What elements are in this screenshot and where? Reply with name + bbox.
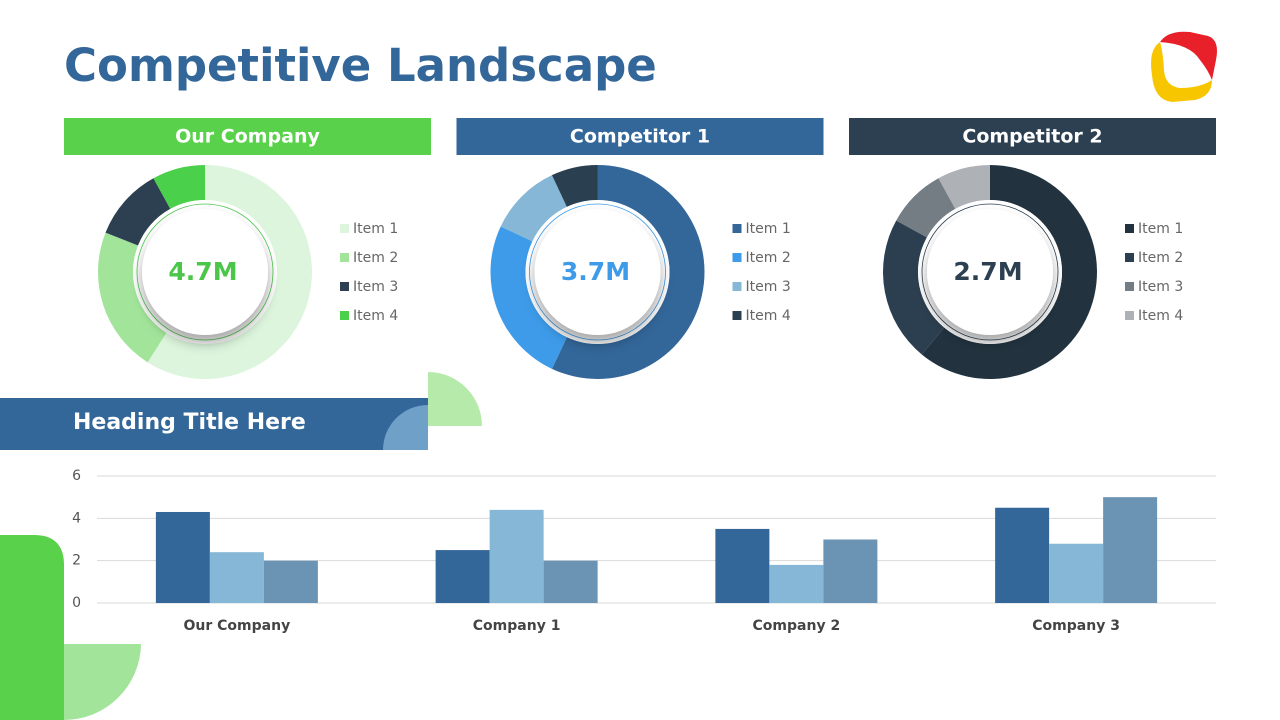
donut-slice xyxy=(153,165,205,209)
legend-swatch xyxy=(732,224,742,233)
donut-slice xyxy=(938,165,990,209)
legend-swatch xyxy=(340,282,349,291)
legend-label: Item 4 xyxy=(746,308,791,324)
bar xyxy=(543,560,598,603)
panel-title: Competitor 2 xyxy=(962,126,1102,148)
legend-label: Item 1 xyxy=(746,221,791,237)
donut-slice xyxy=(883,220,945,355)
x-tick-label: Company 2 xyxy=(753,618,841,634)
heading-title: Heading Title Here xyxy=(73,410,306,435)
legend-label: Item 3 xyxy=(353,279,398,295)
bar xyxy=(435,550,490,603)
panel-header xyxy=(849,118,1216,155)
y-tick-label: 0 xyxy=(72,595,81,611)
bar xyxy=(995,507,1050,603)
donut-slice xyxy=(147,165,313,380)
heading-band xyxy=(0,398,428,450)
donut-slice xyxy=(921,165,1097,379)
x-tick-label: Our Company xyxy=(184,618,291,634)
donut-slice xyxy=(98,232,167,363)
bar xyxy=(489,509,544,603)
center-label: 3.7M xyxy=(561,257,630,286)
legend-swatch xyxy=(1125,253,1134,262)
bar xyxy=(1103,497,1158,603)
legend-label: Item 4 xyxy=(353,308,398,324)
y-tick-label: 6 xyxy=(72,468,81,484)
panel-title: Competitor 1 xyxy=(570,126,710,148)
x-tick-label: Company 3 xyxy=(1032,618,1120,634)
center-ring xyxy=(921,203,1059,341)
center-disc xyxy=(927,209,1053,335)
legend-label: Item 4 xyxy=(1138,308,1183,324)
logo xyxy=(1151,31,1217,102)
legend-label: Item 2 xyxy=(353,250,398,266)
y-tick-label: 4 xyxy=(72,510,81,526)
donut-slice xyxy=(551,165,705,379)
x-tick-label: Company 1 xyxy=(473,618,561,634)
legend-label: Item 1 xyxy=(1138,221,1183,237)
center-label: 2.7M xyxy=(953,257,1022,286)
legend-swatch xyxy=(340,311,349,320)
center-disc xyxy=(534,209,661,335)
bar xyxy=(715,528,770,603)
legend-swatch xyxy=(732,311,742,320)
bar xyxy=(263,560,318,603)
bar xyxy=(823,539,878,603)
legend-swatch xyxy=(732,253,742,262)
panel-title: Our Company xyxy=(175,126,320,148)
decor xyxy=(0,535,64,720)
legend-swatch xyxy=(340,253,349,262)
donut-slice xyxy=(896,178,956,238)
legend-swatch xyxy=(1125,224,1134,233)
legend-swatch xyxy=(1125,282,1134,291)
legend-label: Item 1 xyxy=(353,221,398,237)
legend-label: Item 2 xyxy=(746,250,791,266)
center-ring xyxy=(529,203,666,341)
legend-swatch xyxy=(732,282,742,291)
center-disc xyxy=(142,209,268,335)
legend-label: Item 3 xyxy=(746,279,791,295)
legend-swatch xyxy=(1125,311,1134,320)
decor xyxy=(383,405,428,450)
bar xyxy=(155,511,210,603)
bar xyxy=(769,564,824,603)
decor xyxy=(428,372,482,426)
donut-slice xyxy=(105,178,171,246)
center-ring xyxy=(136,203,274,341)
legend-label: Item 3 xyxy=(1138,279,1183,295)
donut-slice xyxy=(500,175,567,242)
y-tick-label: 2 xyxy=(72,553,81,569)
center-label: 4.7M xyxy=(168,257,237,286)
bar xyxy=(209,552,264,603)
panel-header xyxy=(64,118,431,155)
donut-slice xyxy=(490,226,567,369)
bar xyxy=(1049,543,1104,603)
decor xyxy=(64,644,141,720)
legend-label: Item 2 xyxy=(1138,250,1183,266)
donut-slice xyxy=(551,165,598,207)
panel-header xyxy=(456,118,824,155)
slide-title: Competitive Landscape xyxy=(64,39,657,92)
legend-swatch xyxy=(340,224,349,233)
